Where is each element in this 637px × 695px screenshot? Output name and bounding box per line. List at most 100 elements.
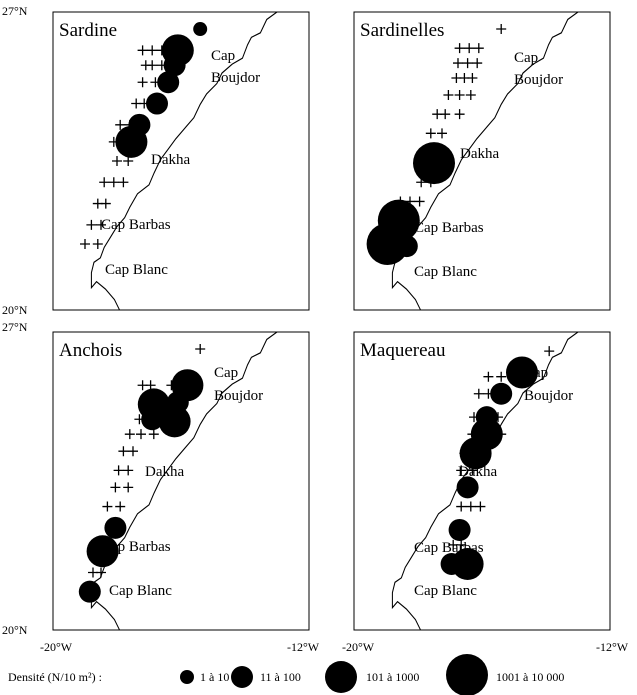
empty-station-marker [544, 346, 555, 357]
positive-station-group [115, 22, 208, 158]
lon-right-label-2: -12°W [596, 640, 629, 654]
empty-station-marker [137, 77, 148, 88]
density-station-marker [163, 54, 186, 77]
empty-station-marker [472, 58, 483, 69]
empty-station-marker [80, 239, 90, 250]
empty-station-marker [113, 465, 124, 476]
empty-station-marker [496, 371, 507, 382]
density-station-marker [413, 142, 455, 185]
map-panel-sardine: Sardine Cap Boujdor Dakha Cap Barbas Cap… [53, 12, 309, 310]
empty-station-marker [88, 567, 98, 578]
legend-label-class-1: 1 à 10 [200, 670, 229, 684]
empty-station-marker [131, 98, 142, 109]
empty-station-marker [465, 90, 476, 101]
empty-station-marker [108, 177, 119, 188]
empty-station-marker [92, 239, 103, 250]
lon-right-label-1: -12°W [287, 640, 320, 654]
legend-symbol-class-1 [180, 670, 194, 684]
density-station-marker [157, 71, 180, 94]
density-station-marker [366, 223, 409, 266]
empty-station-marker [123, 156, 134, 166]
empty-station-marker [456, 465, 467, 476]
empty-station-marker [448, 539, 459, 550]
empty-station-marker [123, 482, 134, 493]
empty-station-marker [148, 429, 159, 440]
positive-station-group [366, 142, 455, 266]
density-station-marker [158, 405, 191, 438]
place-label-cap-blanc: Cap Blanc [109, 583, 172, 599]
density-station-marker [78, 580, 101, 603]
empty-station-marker [124, 429, 135, 440]
empty-station-marker [425, 128, 436, 139]
empty-station-marker [112, 156, 122, 166]
empty-station-marker [137, 45, 148, 56]
empty-station-marker [195, 344, 206, 355]
density-station-marker [490, 382, 513, 405]
place-label-cap-barbas: Cap Barbas [414, 220, 484, 236]
legend-label-class-2: 11 à 100 [260, 670, 301, 684]
empty-station-marker [483, 371, 494, 382]
empty-station-marker [464, 43, 475, 54]
empty-station-marker [96, 219, 106, 230]
empty-station-marker [147, 45, 158, 56]
empty-station-marker [99, 177, 110, 188]
empty-station-marker [451, 72, 462, 83]
empty-station-marker [136, 429, 146, 440]
density-legend: Densité (N/10 m²) : 1 à 10 11 à 100 101 … [8, 654, 564, 695]
empty-station-marker [123, 465, 134, 476]
place-label-cap: Cap [211, 48, 235, 64]
empty-station-group [395, 24, 507, 207]
place-label-cap-blanc: Cap Blanc [414, 264, 477, 280]
place-label-dakha: Dakha [460, 146, 499, 162]
place-label-boujdor: Boujdor [211, 70, 260, 86]
map-frame [353, 331, 611, 631]
empty-station-marker [432, 109, 443, 120]
empty-station-marker [496, 24, 507, 35]
empty-station-marker [475, 501, 486, 512]
density-station-marker [456, 476, 479, 499]
place-label-boujdor: Boujdor [524, 388, 573, 404]
lat-top-label: 27°N [2, 4, 28, 18]
map-panel-anchois: Anchois Cap Boujdor Dakha Cap Barbas Cap… [53, 332, 309, 630]
place-label-cap-blanc: Cap Blanc [105, 262, 168, 278]
empty-station-marker [137, 380, 148, 391]
density-station-marker [395, 235, 418, 258]
empty-station-marker [414, 196, 425, 207]
density-station-marker [146, 92, 168, 115]
place-label-cap: Cap [214, 365, 238, 381]
empty-station-marker [443, 90, 454, 101]
density-station-marker [459, 437, 492, 470]
place-label-boujdor: Boujdor [514, 72, 563, 88]
density-station-marker [115, 125, 148, 158]
place-label-boujdor: Boujdor [214, 388, 263, 404]
empty-station-marker [465, 501, 476, 512]
empty-station-marker [462, 58, 473, 69]
lat-mid-top-label: 27°N [2, 320, 28, 334]
density-station-marker [451, 548, 484, 581]
empty-station-group [88, 344, 206, 578]
empty-station-marker [86, 219, 97, 230]
empty-station-marker [118, 446, 129, 457]
place-label-cap: Cap [524, 365, 548, 381]
legend-title: Densité (N/10 m²) : [8, 670, 102, 684]
empty-station-marker [454, 43, 465, 54]
map-panel-sardinelles: Sardinelles Cap Boujdor Dakha Cap Barbas… [354, 12, 610, 310]
empty-station-marker [92, 198, 103, 209]
place-label-cap-blanc: Cap Blanc [414, 583, 477, 599]
positive-station-group [440, 356, 538, 581]
empty-station-marker [140, 60, 151, 71]
place-label-cap-barbas: Cap Barbas [414, 540, 484, 556]
map-panel-maquereau: Maquereau Cap Boujdor Dakha Cap Barbas C… [354, 332, 610, 630]
empty-station-marker [454, 109, 465, 120]
empty-station-marker [454, 90, 465, 101]
panel-title: Sardinelles [360, 20, 444, 41]
density-station-marker [141, 408, 164, 431]
empty-station-marker [102, 501, 113, 512]
empty-station-marker [473, 388, 484, 399]
place-label-cap-barbas: Cap Barbas [101, 539, 171, 555]
density-station-marker [104, 516, 127, 539]
empty-station-marker [437, 128, 447, 139]
panel-title: Sardine [59, 20, 117, 41]
legend-label-class-3: 101 à 1000 [366, 670, 419, 684]
